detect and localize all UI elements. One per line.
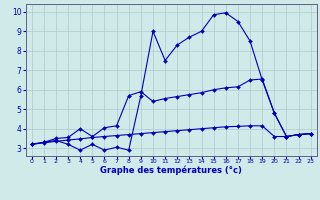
X-axis label: Graphe des températures (°c): Graphe des températures (°c): [100, 166, 242, 175]
